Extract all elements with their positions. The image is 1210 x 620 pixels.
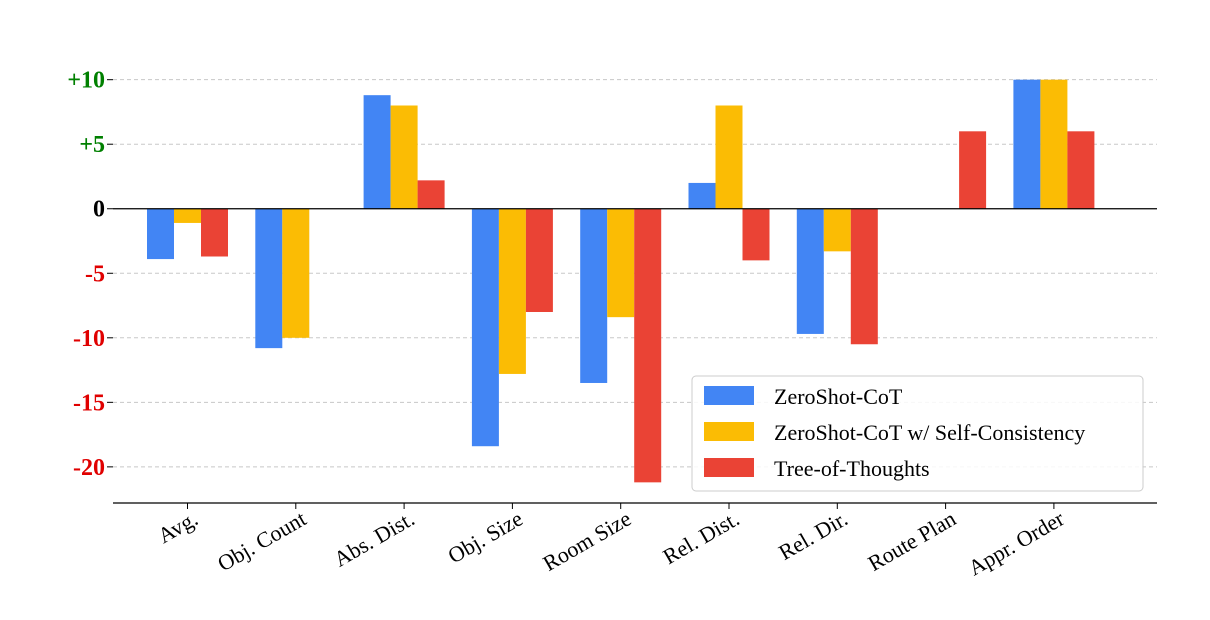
x-tick-label: Room Size	[539, 506, 636, 576]
y-tick-label: +10	[67, 68, 105, 94]
bars	[147, 79, 1095, 483]
axes	[113, 208, 1157, 504]
y-tick-label: -10	[73, 326, 105, 352]
y-tick-label: 0	[93, 197, 105, 223]
x-tick-label: Obj. Size	[443, 506, 526, 569]
x-tick-label: Rel. Dir.	[774, 506, 852, 565]
legend-label: ZeroShot-CoT w/ Self-Consistency	[774, 420, 1085, 445]
bar	[282, 208, 310, 338]
bar	[634, 208, 662, 483]
bar	[688, 182, 716, 209]
bar	[742, 208, 770, 261]
bar	[796, 208, 824, 334]
bar	[959, 131, 987, 209]
bar	[174, 208, 201, 223]
legend: ZeroShot-CoT ZeroShot-CoT w/ Self-Consist…	[691, 375, 1144, 492]
x-tick-label: Obj. Count	[213, 506, 310, 577]
legend-swatch	[704, 422, 754, 441]
x-tick-labels: Avg. Obj. Count Abs. Dist. Obj. Size Room Si…	[153, 503, 1069, 580]
x-tick-label: Appr. Order	[964, 505, 1069, 580]
bar	[1067, 131, 1095, 209]
x-tick-label: Rel. Dist.	[658, 506, 743, 570]
legend-label: ZeroShot-CoT	[774, 384, 903, 409]
y-tick-label: +5	[79, 132, 105, 158]
bar	[363, 95, 391, 209]
bar	[390, 105, 418, 209]
legend-label: Tree-of-Thoughts	[774, 456, 930, 481]
bar	[525, 208, 553, 312]
bar	[471, 208, 499, 447]
bar	[201, 208, 228, 257]
bar	[607, 208, 635, 318]
legend-swatch	[704, 458, 754, 477]
y-tick-label: -15	[73, 390, 105, 416]
y-tick-labels: +10 +5 0 -5 -10 -15 -20	[67, 68, 113, 481]
x-tick-label: Abs. Dist.	[329, 506, 418, 572]
legend-box	[691, 375, 1144, 492]
bar	[498, 208, 526, 374]
bar	[823, 208, 851, 252]
y-tick-label: -5	[85, 261, 105, 287]
y-tick-label: -20	[73, 455, 105, 481]
bar	[715, 105, 743, 209]
bar	[417, 180, 445, 209]
bar	[850, 208, 878, 345]
bar	[147, 208, 174, 260]
bar	[255, 208, 283, 349]
x-tick-label: Avg.	[153, 506, 202, 549]
x-tick-label: Route Plan	[863, 506, 960, 576]
bar	[580, 208, 608, 383]
legend-swatch	[704, 386, 754, 405]
bar	[1040, 79, 1068, 209]
bar	[1013, 79, 1041, 209]
